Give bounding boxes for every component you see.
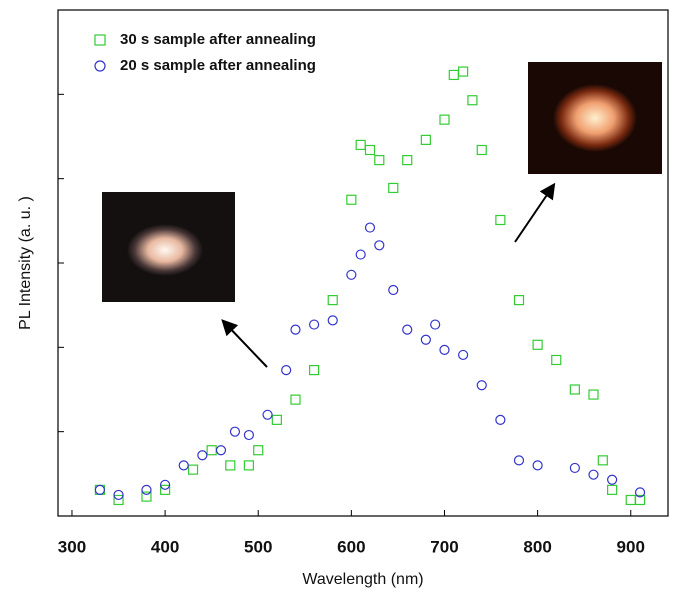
marker — [597, 455, 608, 466]
x-axis-label: Wavelength (nm) — [302, 571, 423, 588]
marker — [197, 450, 208, 461]
marker — [439, 344, 450, 355]
marker — [402, 155, 413, 166]
marker — [532, 339, 543, 350]
marker — [364, 222, 376, 233]
marker — [513, 455, 525, 466]
marker — [346, 194, 357, 205]
marker — [159, 479, 171, 490]
marker — [215, 445, 227, 456]
marker — [430, 319, 441, 330]
marker — [229, 426, 241, 437]
x-tick-label: 300 — [58, 537, 86, 556]
marker — [420, 134, 431, 145]
marker — [588, 469, 599, 480]
marker — [374, 240, 385, 251]
marker — [113, 489, 124, 501]
marker — [607, 484, 618, 495]
marker — [290, 394, 301, 405]
marker — [634, 494, 646, 506]
inset-glow — [127, 224, 203, 276]
marker — [448, 69, 459, 81]
marker — [513, 295, 525, 306]
marker — [439, 114, 450, 125]
legend-label: 30 s sample after annealing — [120, 31, 316, 48]
marker — [388, 182, 399, 194]
marker — [495, 214, 506, 226]
marker — [634, 487, 646, 498]
x-tick-label: 400 — [151, 537, 179, 556]
marker — [141, 491, 152, 502]
marker — [364, 144, 376, 156]
marker — [569, 384, 580, 395]
marker — [402, 324, 413, 335]
marker — [253, 445, 264, 456]
marker — [243, 429, 255, 441]
marker — [271, 414, 282, 425]
marker — [374, 155, 385, 166]
legend-marker — [94, 34, 106, 46]
x-tick-label: 600 — [337, 537, 365, 556]
marker — [206, 445, 217, 456]
marker — [625, 494, 636, 506]
inset-glow — [553, 84, 637, 152]
marker — [532, 460, 543, 471]
marker — [187, 464, 199, 475]
marker — [495, 414, 506, 425]
marker — [141, 484, 152, 495]
marker — [388, 284, 399, 296]
marker — [309, 319, 320, 330]
marker — [476, 144, 487, 156]
marker — [355, 139, 366, 151]
marker — [467, 95, 478, 106]
marker — [327, 315, 338, 326]
marker — [569, 462, 580, 474]
marker — [458, 349, 469, 361]
arrow — [221, 319, 268, 368]
x-tick-label: 500 — [244, 537, 272, 556]
arrow — [514, 182, 556, 243]
marker — [607, 474, 618, 485]
marker — [327, 295, 338, 306]
marker — [458, 66, 469, 77]
marker — [290, 324, 301, 335]
legend-label: 20 s sample after annealing — [120, 57, 316, 74]
marker — [420, 334, 431, 345]
marker — [159, 484, 171, 495]
marker — [355, 249, 366, 260]
x-tick-label: 700 — [430, 537, 458, 556]
x-tick-label: 800 — [523, 537, 551, 556]
marker — [588, 389, 599, 400]
marker — [346, 269, 357, 280]
marker — [178, 460, 189, 471]
marker — [94, 484, 106, 495]
marker — [551, 354, 562, 366]
marker — [243, 460, 255, 471]
marker — [262, 409, 273, 420]
marker — [309, 365, 320, 376]
y-axis-label: PL Intensity (a. u. ) — [17, 196, 34, 330]
legend-marker — [94, 60, 106, 72]
x-tick-label: 900 — [617, 537, 645, 556]
marker — [476, 380, 487, 391]
marker — [225, 460, 236, 471]
marker — [281, 365, 292, 376]
marker — [113, 494, 124, 506]
